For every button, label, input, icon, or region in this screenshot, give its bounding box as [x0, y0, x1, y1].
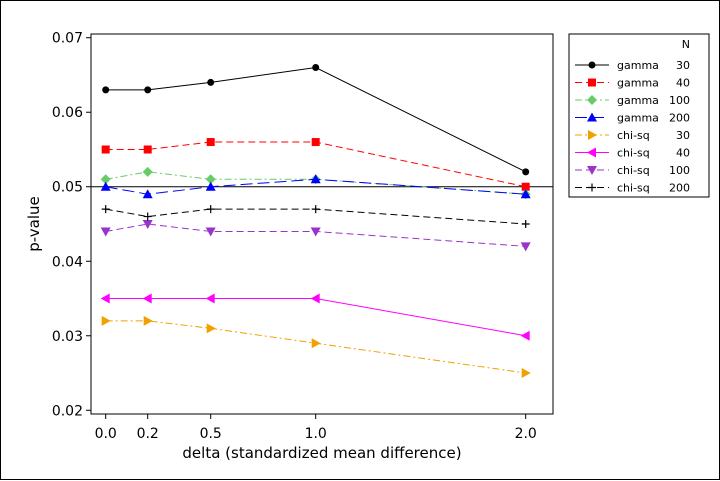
legend-entry: chi-sq 40	[575, 147, 690, 160]
y-tick-label: 0.04	[52, 254, 83, 270]
legend-entry: gamma 200	[575, 112, 690, 125]
data-point	[520, 242, 531, 252]
legend-label: gamma	[617, 94, 659, 107]
legend-label: gamma	[617, 77, 659, 90]
data-point	[205, 293, 215, 304]
data-point	[102, 86, 110, 94]
data-point	[522, 168, 530, 176]
data-point	[101, 315, 111, 326]
y-tick-label: 0.05	[52, 180, 83, 196]
data-point	[100, 293, 110, 304]
legend-n: 100	[669, 164, 690, 177]
plot-area	[90, 33, 554, 415]
legend-marker	[588, 130, 597, 140]
y-tick-label: 0.07	[52, 31, 83, 47]
series-chi-sq-200	[101, 205, 530, 228]
data-point	[143, 212, 152, 221]
data-point	[521, 182, 530, 191]
data-point	[207, 78, 215, 86]
legend-marker	[588, 78, 596, 87]
legend-label: chi-sq	[617, 129, 650, 142]
data-point	[521, 368, 531, 379]
series-chi-sq-30	[101, 315, 531, 379]
legend-label: chi-sq	[617, 164, 650, 177]
data-point	[142, 293, 152, 304]
data-point	[311, 205, 320, 214]
series-gamma-40	[101, 138, 530, 191]
legend-n: 30	[676, 129, 690, 142]
legend-n: 40	[676, 77, 690, 90]
data-point	[205, 227, 216, 237]
legend-n: 100	[669, 94, 690, 107]
y-tick-label: 0.06	[52, 105, 83, 121]
y-axis-label: p-value	[25, 196, 43, 252]
legend-marker	[587, 147, 596, 158]
data-point	[521, 220, 530, 228]
data-point	[206, 138, 215, 147]
legend-n: 200	[669, 112, 690, 125]
data-point	[310, 174, 321, 184]
legend-marker	[587, 112, 597, 122]
data-point	[310, 227, 321, 237]
series-line	[105, 208, 526, 225]
data-point	[310, 293, 320, 304]
x-tick-label: 0.2	[137, 426, 159, 442]
legend-entry: gamma 40	[575, 77, 690, 90]
data-point	[312, 64, 320, 72]
legend-n: 30	[676, 59, 690, 72]
data-point	[205, 174, 216, 185]
x-axis-label: delta (standardized mean difference)	[182, 444, 461, 462]
data-point	[520, 330, 530, 341]
legend-entry: chi-sq 200	[575, 182, 690, 195]
data-point	[100, 174, 111, 185]
data-point	[311, 338, 321, 349]
series-chi-sq-100	[100, 220, 531, 252]
y-tick-label: 0.02	[52, 403, 83, 419]
data-point	[206, 323, 216, 334]
data-point	[206, 205, 215, 214]
series-gamma-200	[100, 174, 531, 199]
legend-marker	[588, 183, 596, 192]
legend-entry: chi-sq 30	[575, 129, 690, 142]
legend-entry: gamma 100	[575, 94, 690, 107]
legend-entry: chi-sq 100	[575, 164, 690, 177]
data-point	[520, 189, 531, 199]
x-tick-label: 2.0	[515, 426, 537, 442]
x-tick-label: 1.0	[305, 426, 327, 442]
data-point	[311, 138, 320, 147]
x-tick-label: 0.0	[95, 426, 117, 442]
series-chi-sq-40	[100, 293, 530, 341]
data-point	[142, 220, 153, 229]
data-point	[100, 227, 111, 237]
legend-label: gamma	[617, 112, 659, 125]
data-point	[142, 189, 153, 199]
data-point	[101, 205, 110, 214]
legend-n: 200	[669, 182, 690, 195]
legend-marker	[587, 95, 597, 105]
legend-n: 40	[676, 147, 690, 160]
legend-label: gamma	[617, 59, 659, 72]
data-point	[143, 145, 152, 154]
x-tick-label: 0.5	[200, 426, 222, 442]
legend-entry: gamma 30	[575, 59, 690, 72]
data-point	[144, 86, 152, 94]
data-point	[101, 145, 110, 154]
legend-header: N	[682, 38, 690, 51]
data-point	[205, 181, 216, 191]
y-tick-label: 0.03	[52, 329, 83, 345]
legend-marker	[587, 166, 597, 175]
legend-label: chi-sq	[617, 147, 650, 160]
legend-marker	[588, 61, 596, 69]
data-point	[142, 166, 153, 177]
series-line	[105, 223, 526, 247]
data-point	[100, 181, 111, 191]
legend-label: chi-sq	[617, 182, 650, 195]
series-gamma-30	[102, 64, 530, 176]
data-point	[143, 315, 153, 326]
